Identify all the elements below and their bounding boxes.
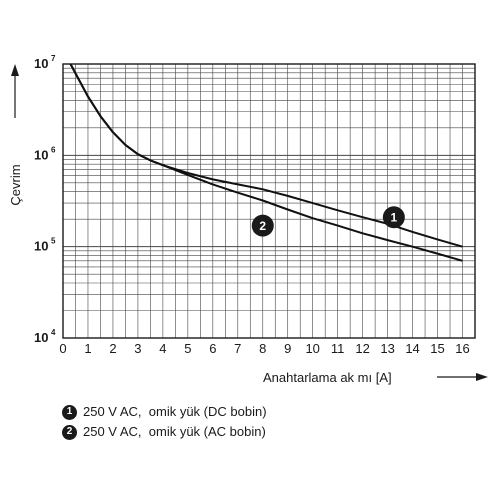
legend-text-2: 250 V AC, omik yük (AC bobin) (83, 424, 266, 439)
y-tick-label: 10 (34, 56, 48, 71)
x-tick-labels: 0 1 2 3 4 5 6 7 8 9 10 11 12 13 14 15 16 (59, 341, 469, 356)
x-axis-arrow (437, 373, 488, 381)
series-marker-2 (251, 214, 274, 237)
y-axis-arrow (11, 64, 19, 118)
x-tick-label: 12 (355, 341, 369, 356)
plot-frame (62, 63, 476, 339)
y-axis-title: Çevrim (8, 164, 23, 205)
y-tick-exponent: 5 (51, 237, 56, 246)
legend-item-2: 2 250 V AC, omik yük (AC bobin) (62, 422, 267, 442)
x-tick-label: 7 (234, 341, 241, 356)
legend-marker-1: 1 (62, 404, 77, 420)
x-tick-label: 1 (84, 341, 91, 356)
legend-item-1: 1 250 V AC, omik yük (DC bobin) (62, 402, 267, 422)
legend: 1 250 V AC, omik yük (DC bobin) 2 250 V … (62, 402, 267, 442)
legend-marker-2: 2 (62, 424, 77, 440)
y-tick-label: 10 (34, 330, 48, 345)
y-tick-exponent: 7 (51, 54, 56, 63)
x-axis-title: Anahtarlama ak mı [A] (263, 370, 392, 385)
legend-text-1: 250 V AC, omik yük (DC bobin) (83, 404, 267, 419)
y-tick-exponent: 4 (51, 328, 56, 337)
x-tick-label: 6 (209, 341, 216, 356)
x-tick-label: 16 (455, 341, 469, 356)
x-tick-label: 13 (380, 341, 394, 356)
y-tick-label: 10 (34, 147, 48, 162)
x-tick-label: 8 (259, 341, 266, 356)
x-tick-label: 5 (184, 341, 191, 356)
series-markers: 12 (251, 206, 405, 237)
x-tick-label: 10 (305, 341, 319, 356)
x-tick-label: 0 (59, 341, 66, 356)
x-tick-label: 11 (331, 341, 345, 356)
y-tick-label: 10 (34, 239, 48, 254)
series-line-2 (69, 63, 463, 262)
y-tick-exponent: 6 (51, 145, 56, 154)
series-lines (69, 63, 463, 262)
x-tick-label: 14 (405, 341, 419, 356)
x-tick-label: 2 (109, 341, 116, 356)
x-tick-label: 3 (134, 341, 141, 356)
x-tick-label: 9 (284, 341, 291, 356)
grid (62, 63, 476, 339)
x-tick-label: 15 (430, 341, 444, 356)
series-marker-label-1: 1 (391, 211, 398, 225)
series-marker-label-2: 2 (259, 219, 266, 233)
x-tick-label: 4 (159, 341, 166, 356)
series-marker-1 (382, 206, 405, 229)
